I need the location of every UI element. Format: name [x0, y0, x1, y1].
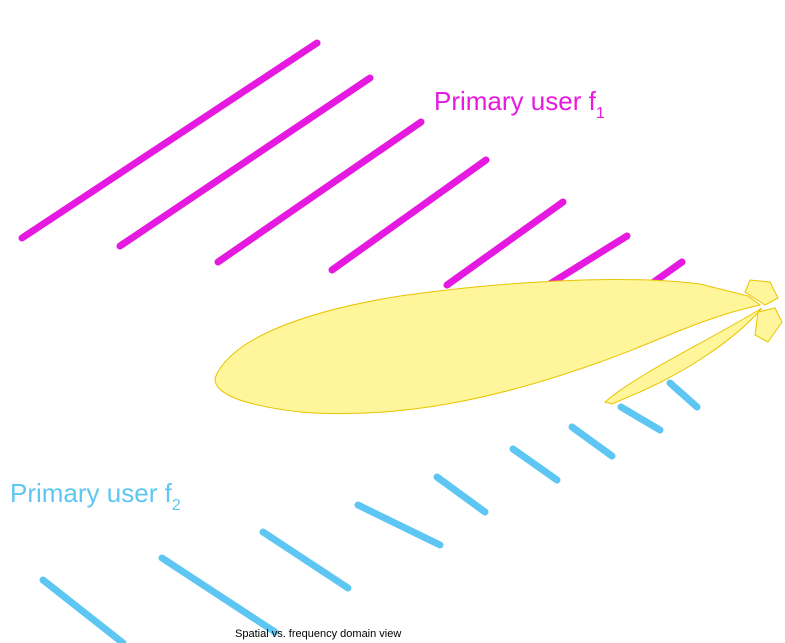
caption: Spatial vs. frequency domain view — [235, 628, 401, 640]
label-primary-user-1: Primary user f1 — [434, 86, 605, 122]
label-subscript: 2 — [172, 497, 181, 514]
label-text: Primary user f — [434, 86, 597, 116]
primary-user-1-wavefronts — [18, 39, 686, 303]
label-text: Primary user f — [10, 478, 173, 508]
label-primary-user-2: Primary user f2 — [10, 478, 181, 514]
beam-pattern — [214, 279, 783, 415]
label-subscript: 1 — [596, 105, 605, 122]
primary-user-2-wavefronts — [39, 379, 701, 643]
